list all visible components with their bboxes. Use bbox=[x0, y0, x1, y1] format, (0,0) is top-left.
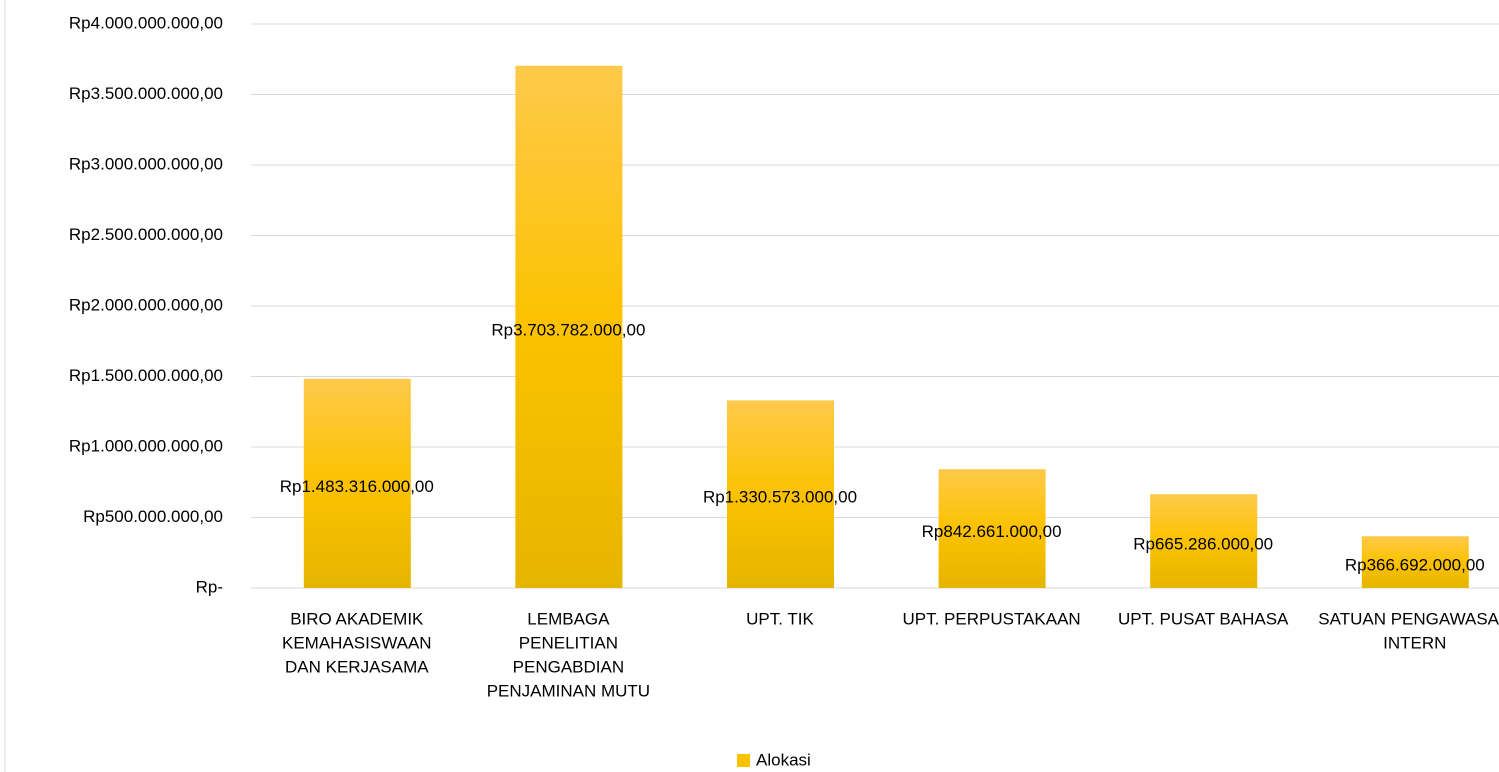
bar bbox=[1361, 536, 1469, 588]
bar bbox=[938, 469, 1046, 588]
y-tick-label: Rp1.000.000.000,00 bbox=[69, 436, 223, 455]
data-label: Rp1.330.573.000,00 bbox=[703, 488, 857, 507]
legend-swatch bbox=[737, 754, 750, 767]
x-tick-label: UPT. PUSAT BAHASA bbox=[1118, 609, 1289, 628]
x-tick-label: UPT. TIK bbox=[746, 609, 814, 628]
y-tick-label: Rp500.000.000,00 bbox=[83, 507, 223, 526]
y-tick-label: Rp3.500.000.000,00 bbox=[69, 84, 223, 103]
data-label: Rp665.286.000,00 bbox=[1133, 535, 1273, 554]
x-tick-label: BIRO AKADEMIK bbox=[290, 609, 424, 628]
data-label: Rp3.703.782.000,00 bbox=[491, 320, 645, 339]
y-tick-label: Rp2.000.000.000,00 bbox=[69, 295, 223, 314]
x-tick-label: PENJAMINAN MUTU bbox=[487, 681, 650, 700]
x-tick-label: PENGABDIAN bbox=[513, 657, 624, 676]
bar bbox=[303, 378, 411, 588]
bar bbox=[727, 400, 834, 588]
data-label: Rp842.661.000,00 bbox=[922, 522, 1062, 541]
x-tick-label: KEMAHASISWAAN bbox=[282, 633, 432, 652]
x-tick-label: UPT. PERPUSTAKAAN bbox=[902, 609, 1080, 628]
y-tick-label: Rp1.500.000.000,00 bbox=[69, 366, 223, 385]
x-tick-label: DAN KERJASAMA bbox=[285, 657, 429, 676]
y-tick-label: Rp4.000.000.000,00 bbox=[69, 13, 223, 32]
data-label: Rp366.692.000,00 bbox=[1345, 556, 1485, 575]
bar bbox=[1150, 494, 1258, 588]
x-tick-label: INTERN bbox=[1383, 633, 1446, 652]
x-tick-label: PENELITIAN bbox=[519, 633, 618, 652]
y-tick-label: Rp2.500.000.000,00 bbox=[69, 225, 223, 244]
x-tick-label: SATUAN PENGAWASAN bbox=[1318, 609, 1499, 628]
y-tick-label: Rp3.000.000.000,00 bbox=[69, 154, 223, 173]
y-tick-label: Rp- bbox=[196, 577, 223, 596]
x-tick-label: LEMBAGA bbox=[527, 609, 610, 628]
data-label: Rp1.483.316.000,00 bbox=[280, 477, 434, 496]
legend-label: Alokasi bbox=[756, 750, 811, 769]
bar bbox=[515, 65, 623, 589]
